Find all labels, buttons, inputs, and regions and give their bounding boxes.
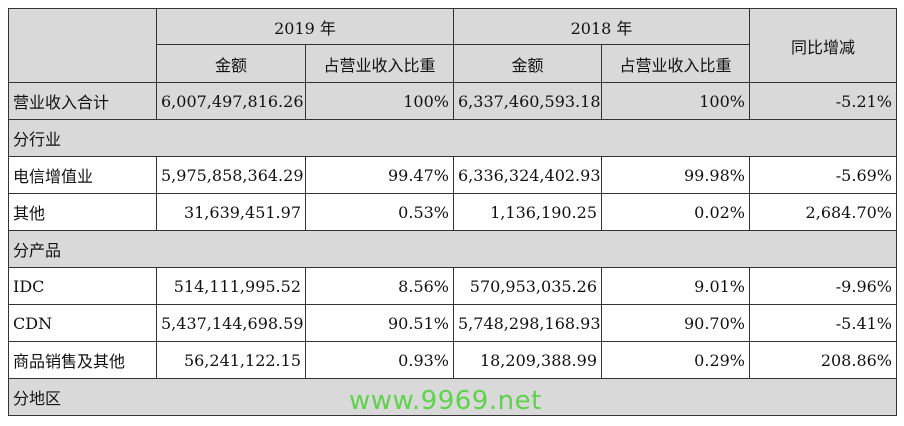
header-amount-2018: 金额 <box>453 44 602 83</box>
row-label: 电信增值业 <box>8 156 157 194</box>
row-share-2019: 99.47% <box>305 156 454 194</box>
row-amount-2019: 31,639,451.97 <box>156 193 306 231</box>
row-amount-2018: 5,748,298,168.93 <box>453 304 602 342</box>
total-amount-2018: 6,337,460,593.18 <box>453 82 602 120</box>
total-yoy: -5.21% <box>749 82 897 120</box>
total-row: 营业收入合计 6,007,497,816.26 100% 6,337,460,5… <box>8 82 897 120</box>
row-label: 商品销售及其他 <box>8 341 157 379</box>
header-share-2018: 占营业收入比重 <box>601 44 750 83</box>
total-label: 营业收入合计 <box>8 82 157 120</box>
section-label-by-region: 分地区 <box>8 378 897 416</box>
table-row: 电信增值业 5,975,858,364.29 99.47% 6,336,324,… <box>8 156 897 194</box>
row-amount-2018: 570,953,035.26 <box>453 267 602 305</box>
row-amount-2018: 18,209,388.99 <box>453 341 602 379</box>
row-share-2018: 99.98% <box>601 156 750 194</box>
total-share-2019: 100% <box>305 82 454 120</box>
section-row-by-region: 分地区 <box>8 378 897 416</box>
total-share-2018: 100% <box>601 82 750 120</box>
header-year-2019: 2019 年 <box>156 8 454 45</box>
row-share-2018: 0.29% <box>601 341 750 379</box>
row-amount-2019: 5,437,144,698.59 <box>156 304 306 342</box>
row-amount-2018: 1,136,190.25 <box>453 193 602 231</box>
revenue-breakdown-table: 2019 年 2018 年 同比增减 金额 占营业收入比重 金额 占营业收入比重… <box>8 8 897 416</box>
row-amount-2019: 56,241,122.15 <box>156 341 306 379</box>
row-share-2018: 0.02% <box>601 193 750 231</box>
row-yoy: -5.69% <box>749 156 897 194</box>
row-share-2019: 90.51% <box>305 304 454 342</box>
row-share-2018: 90.70% <box>601 304 750 342</box>
section-label-by-industry: 分行业 <box>8 119 897 157</box>
row-share-2019: 0.53% <box>305 193 454 231</box>
row-share-2018: 9.01% <box>601 267 750 305</box>
row-yoy: 208.86% <box>749 341 897 379</box>
row-amount-2018: 6,336,324,402.93 <box>453 156 602 194</box>
total-amount-2019: 6,007,497,816.26 <box>156 82 306 120</box>
row-share-2019: 0.93% <box>305 341 454 379</box>
header-year-2018: 2018 年 <box>453 8 750 45</box>
section-row-by-product: 分产品 <box>8 230 897 268</box>
section-label-by-product: 分产品 <box>8 230 897 268</box>
row-label: CDN <box>8 304 157 342</box>
table-row: IDC 514,111,995.52 8.56% 570,953,035.26 … <box>8 267 897 305</box>
row-yoy: -5.41% <box>749 304 897 342</box>
header-corner-cell <box>8 8 157 83</box>
row-amount-2019: 514,111,995.52 <box>156 267 306 305</box>
row-share-2019: 8.56% <box>305 267 454 305</box>
table-row: 商品销售及其他 56,241,122.15 0.93% 18,209,388.9… <box>8 341 897 379</box>
row-yoy: -9.96% <box>749 267 897 305</box>
section-row-by-industry: 分行业 <box>8 119 897 157</box>
revenue-table-container: 2019 年 2018 年 同比增减 金额 占营业收入比重 金额 占营业收入比重… <box>8 8 897 416</box>
header-share-2019: 占营业收入比重 <box>305 44 454 83</box>
row-yoy: 2,684.70% <box>749 193 897 231</box>
row-label: IDC <box>8 267 157 305</box>
row-label: 其他 <box>8 193 157 231</box>
table-row: CDN 5,437,144,698.59 90.51% 5,748,298,16… <box>8 304 897 342</box>
header-yoy-change: 同比增减 <box>749 8 897 83</box>
header-amount-2019: 金额 <box>156 44 306 83</box>
table-row: 其他 31,639,451.97 0.53% 1,136,190.25 0.02… <box>8 193 897 231</box>
row-amount-2019: 5,975,858,364.29 <box>156 156 306 194</box>
